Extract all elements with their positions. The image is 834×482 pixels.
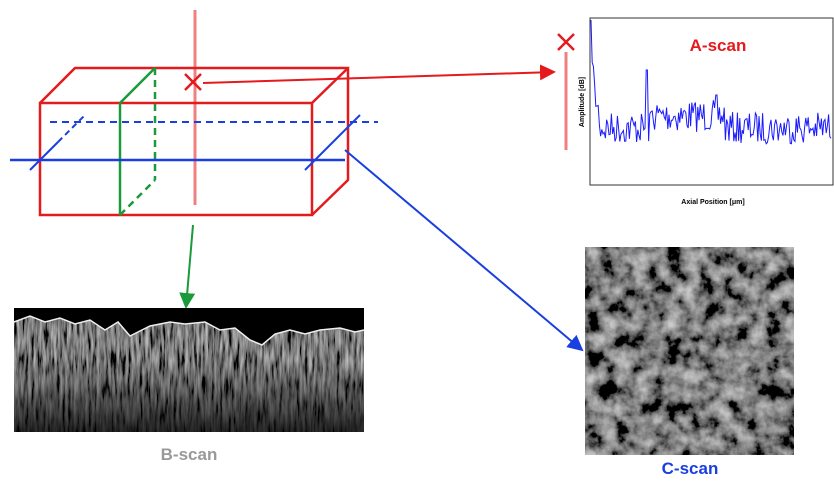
x-axis-label: Axial Position [μm] (681, 199, 744, 206)
arrow-c-scan (345, 150, 582, 350)
diagram: A-scan Amplitude [dB] Axial Position [μm… (0, 0, 834, 482)
y-axis-label: Amplitude [dB] (579, 77, 586, 127)
c-plane-edge (58, 115, 85, 142)
arrow-b-scan (186, 225, 193, 307)
b-plane (120, 68, 155, 215)
c-plane-edge (30, 142, 58, 170)
a-scan-marker (558, 34, 574, 50)
a-scan-marker (185, 74, 201, 90)
arrow-a-scan (203, 72, 554, 83)
b-scan-label: B-scan (161, 445, 218, 464)
c-scan-image (585, 247, 794, 455)
c-scan-label: C-scan (662, 459, 719, 478)
b-scan-image (14, 308, 364, 432)
a-scan-title: A-scan (690, 36, 747, 55)
